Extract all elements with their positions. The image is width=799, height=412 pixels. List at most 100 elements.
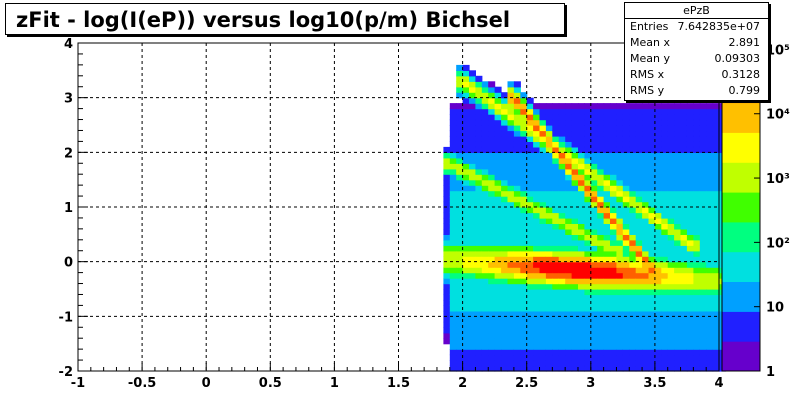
- y-tick-label: -2: [59, 365, 73, 380]
- heatmap-cell: [642, 354, 650, 361]
- heatmap-cell: [507, 174, 515, 181]
- heatmap-cell: [642, 272, 650, 279]
- heatmap-cell: [469, 135, 476, 142]
- heatmap-cell: [590, 267, 598, 274]
- heatmap-cell: [571, 332, 579, 339]
- heatmap-cell: [706, 212, 714, 219]
- heatmap-cell: [494, 103, 502, 110]
- heatmap-cell: [571, 299, 579, 306]
- heatmap-cell: [654, 168, 662, 175]
- heatmap-cell: [590, 185, 598, 192]
- heatmap-cell: [674, 294, 682, 301]
- heatmap-cell: [635, 305, 643, 312]
- heatmap-cell: [654, 234, 662, 241]
- heatmap-cell: [584, 141, 592, 148]
- heatmap-cell: [475, 201, 483, 208]
- heatmap-cell: [456, 92, 464, 99]
- heatmap-cell: [578, 245, 585, 252]
- heatmap-cell: [578, 223, 585, 230]
- heatmap-cell: [642, 365, 650, 372]
- heatmap-cell: [693, 212, 701, 219]
- heatmap-cell: [501, 228, 509, 235]
- heatmap-cell: [590, 283, 598, 290]
- heatmap-cell: [706, 141, 714, 148]
- heatmap-cell: [674, 343, 682, 350]
- heatmap-cell: [706, 152, 714, 159]
- heatmap-cell: [674, 196, 682, 203]
- x-tick-label: 2: [458, 376, 467, 391]
- heatmap-cell: [449, 146, 457, 153]
- heatmap-cell: [558, 228, 566, 235]
- heatmap-cell: [462, 299, 470, 306]
- heatmap-cell: [462, 119, 470, 126]
- heatmap-cell: [571, 349, 579, 356]
- heatmap-cell: [578, 360, 585, 367]
- heatmap-cell: [610, 179, 617, 186]
- heatmap-cell: [469, 86, 476, 93]
- heatmap-cell: [629, 168, 637, 175]
- heatmap-cell: [635, 327, 643, 334]
- heatmap-cell: [622, 272, 630, 279]
- heatmap-cell: [456, 163, 464, 170]
- heatmap-cell: [674, 316, 682, 323]
- heatmap-cell: [635, 130, 643, 137]
- heatmap-cell: [654, 365, 662, 372]
- heatmap-cell: [578, 201, 585, 208]
- heatmap-cell: [629, 125, 637, 132]
- heatmap-cell: [520, 245, 528, 252]
- heatmap-cell: [443, 250, 451, 257]
- heatmap-cell: [469, 250, 476, 257]
- heatmap-cell: [481, 321, 489, 328]
- heatmap-cell: [590, 365, 598, 372]
- heatmap-cell: [443, 272, 451, 279]
- heatmap-cell: [539, 305, 547, 312]
- heatmap-cell: [648, 332, 656, 339]
- heatmap-cell: [616, 261, 624, 268]
- heatmap-cell: [699, 146, 707, 153]
- heatmap-cell: [507, 354, 515, 361]
- heatmap-cell: [456, 168, 464, 175]
- heatmap-cell: [462, 261, 470, 268]
- heatmap-cell: [680, 283, 688, 290]
- heatmap-cell: [501, 299, 509, 306]
- heatmap-cell: [533, 294, 541, 301]
- heatmap-cell: [622, 332, 630, 339]
- heatmap-cell: [469, 228, 476, 235]
- heatmap-cell: [616, 245, 624, 252]
- heatmap-cell: [462, 152, 470, 159]
- heatmap-cell: [494, 217, 502, 224]
- heatmap-cell: [642, 338, 650, 345]
- heatmap-cell: [565, 272, 573, 279]
- heatmap-cell: [494, 179, 502, 186]
- heatmap-cell: [449, 365, 457, 372]
- heatmap-cell: [558, 327, 566, 334]
- heatmap-cell: [462, 201, 470, 208]
- heatmap-cell: [622, 135, 630, 142]
- heatmap-cell: [456, 103, 464, 110]
- heatmap-cell: [565, 130, 573, 137]
- heatmap-cell: [533, 234, 541, 241]
- x-tick-label: 1: [330, 376, 339, 391]
- heatmap-cell: [654, 163, 662, 170]
- heatmap-cell: [699, 130, 707, 137]
- heatmap-cell: [520, 97, 528, 104]
- heatmap-cell: [488, 179, 496, 186]
- heatmap-cell: [699, 168, 707, 175]
- heatmap-cell: [661, 327, 669, 334]
- heatmap-cell: [603, 245, 611, 252]
- heatmap-cell: [526, 256, 534, 263]
- heatmap-cell: [475, 125, 483, 132]
- heatmap-cell: [712, 283, 720, 290]
- heatmap-cell: [712, 168, 720, 175]
- heatmap-cell: [494, 119, 502, 126]
- heatmap-cell: [648, 294, 656, 301]
- heatmap-cell: [648, 321, 656, 328]
- heatmap-cell: [712, 299, 720, 306]
- heatmap-cell: [699, 119, 707, 126]
- heatmap-cell: [443, 327, 451, 334]
- heatmap-cell: [565, 223, 573, 230]
- heatmap-cell: [590, 228, 598, 235]
- heatmap-cell: [481, 130, 489, 137]
- heatmap-cell: [449, 343, 457, 350]
- heatmap-cell: [545, 217, 553, 224]
